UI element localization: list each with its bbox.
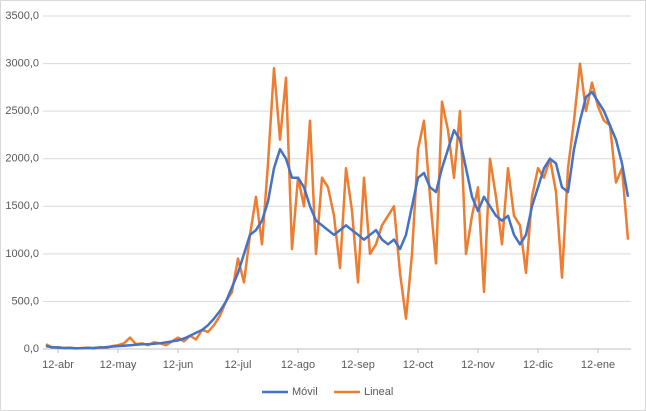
- y-tick-label: 1500,0: [5, 200, 39, 212]
- y-tick-label: 2500,0: [5, 105, 39, 117]
- x-tick-label: 12-ago: [281, 359, 315, 371]
- x-tick-label: 12-jul: [225, 359, 252, 371]
- x-tick-label: 12-jun: [163, 359, 194, 371]
- y-tick-label: 0,0: [24, 343, 39, 355]
- x-tick-label: 12-abr: [42, 359, 74, 371]
- y-tick-label: 3500,0: [5, 10, 39, 22]
- series-line: [45, 90, 630, 350]
- legend-label: Móvil: [292, 386, 318, 398]
- y-tick-label: 2000,0: [5, 153, 39, 165]
- y-tick-label: 500,0: [11, 295, 39, 307]
- x-tick-label: 12-dic: [523, 359, 553, 371]
- y-tick-label: 1000,0: [5, 248, 39, 260]
- x-tick-label: 12-sep: [341, 359, 375, 371]
- x-tick-label: 12-ene: [581, 359, 615, 371]
- legend-label: Lineal: [364, 386, 393, 398]
- x-tick-label: 12-oct: [403, 359, 434, 371]
- x-tick-label: 12-nov: [461, 359, 495, 371]
- y-tick-label: 3000,0: [5, 57, 39, 69]
- x-tick-label: 12-may: [100, 359, 137, 371]
